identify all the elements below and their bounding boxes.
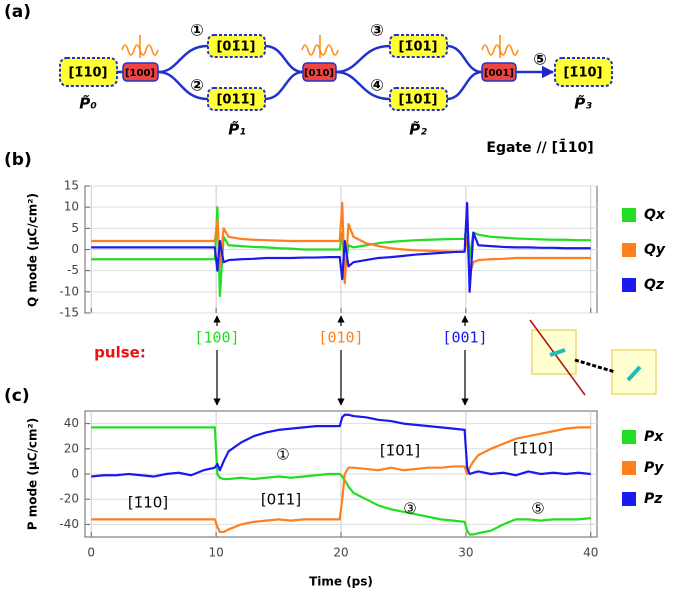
y-tick-label: -10 (59, 284, 79, 298)
series-line (91, 426, 591, 534)
state-node (554, 57, 613, 87)
state-node (207, 34, 266, 58)
legend-swatch (622, 208, 636, 222)
pulse-node (122, 62, 159, 82)
y-tick-label: 15 (64, 179, 79, 193)
path-number: ③ (370, 21, 384, 40)
annotation: [1̄10] (128, 494, 168, 512)
x-tick-label: 30 (458, 546, 473, 560)
pulse-direction: [010] (318, 329, 363, 347)
legend-label: Qy (644, 242, 666, 258)
y-tick-label: 0 (71, 242, 79, 256)
node-label: [100] (125, 68, 155, 79)
pulse-node (481, 62, 517, 82)
y-tick-label: 10 (64, 200, 79, 214)
field-label: Egate // [1̄10] (486, 137, 593, 156)
diagram-nodes: [1̄10] [100] [01̄1] [011̄] [010] [1̄01] … (59, 34, 613, 111)
state-label: P̃₀ (79, 94, 97, 113)
legend-swatch (622, 492, 636, 506)
annotation: ⑤ (531, 500, 544, 518)
node-label: [101̄] (398, 93, 437, 108)
state-label: P̃₁ (228, 120, 246, 139)
pulse-icons (121, 35, 519, 58)
state-node (59, 57, 118, 87)
state-label: P̃₂ (409, 120, 427, 139)
legend-label: Qx (644, 207, 666, 223)
y-tick-label: -5 (67, 263, 79, 277)
x-tick-label: 40 (583, 546, 598, 560)
pulse-node (302, 62, 337, 82)
legend-label: Px (644, 429, 664, 445)
y-tick-label: 40 (64, 416, 79, 430)
y-axis-label: Q mode (μC/cm²) (26, 193, 40, 307)
x-axis-label: Time (ps) (309, 575, 373, 589)
state-label: P̃₃ (574, 94, 592, 113)
node-label: [011̄] (216, 93, 255, 108)
y-tick-label: -15 (59, 306, 79, 320)
annotation: ③ (403, 500, 416, 518)
pulse-label: pulse: (94, 344, 146, 362)
state-node (207, 87, 266, 111)
pulse-direction: [001] (442, 329, 487, 347)
cube-icon (529, 319, 657, 396)
y-tick-label: -20 (59, 492, 79, 506)
path-number: ① (190, 21, 204, 40)
node-label: [01̄1] (216, 40, 255, 55)
y-axis-label: P mode (μC/cm²) (26, 418, 40, 531)
node-label: [1̄10] (563, 66, 602, 81)
pulse-direction: [100] (194, 329, 239, 347)
y-tick-label: 0 (71, 467, 79, 481)
annotation: ① (276, 446, 289, 464)
annotation: [01̄1] (261, 491, 301, 509)
legend-swatch (622, 243, 636, 257)
legend-label: Py (644, 460, 664, 476)
panel-label: (a) (4, 2, 31, 22)
connectors (117, 44, 555, 101)
annotation: [1̄10] (513, 440, 553, 458)
path-number: ④ (370, 76, 384, 95)
y-tick-label: 20 (64, 441, 79, 455)
y-tick-label: 5 (71, 221, 79, 235)
y-tick-label: -40 (59, 517, 79, 531)
node-label: [001] (484, 68, 514, 79)
x-tick-label: 10 (208, 546, 223, 560)
node-label: [1̄01] (398, 40, 437, 55)
x-tick-label: 20 (333, 546, 348, 560)
series-line (91, 201, 591, 293)
series-line (91, 201, 591, 285)
panel-label: (b) (4, 150, 32, 170)
node-label: [1̄10] (68, 66, 107, 81)
path-number: ⑤ (533, 50, 547, 69)
state-node (389, 87, 448, 111)
state-node (389, 34, 448, 58)
legend-label: Pz (644, 491, 663, 507)
legend-swatch (622, 461, 636, 475)
x-tick-label: 0 (87, 546, 95, 560)
node-label: [010] (304, 68, 334, 79)
legend-swatch (622, 430, 636, 444)
pulse-arrows (213, 315, 469, 406)
panel-label: (c) (4, 386, 30, 406)
legend-label: Qz (644, 277, 665, 293)
series-line (91, 413, 591, 478)
diagram-labels: ① ② ③ ④ ⑤ P̃₀ P̃₁ P̃₂ P̃₃ Egate // [1̄10… (79, 21, 593, 157)
legend-swatch (622, 278, 636, 292)
path-number: ② (190, 76, 204, 95)
annotation: [1̄01] (380, 442, 420, 460)
